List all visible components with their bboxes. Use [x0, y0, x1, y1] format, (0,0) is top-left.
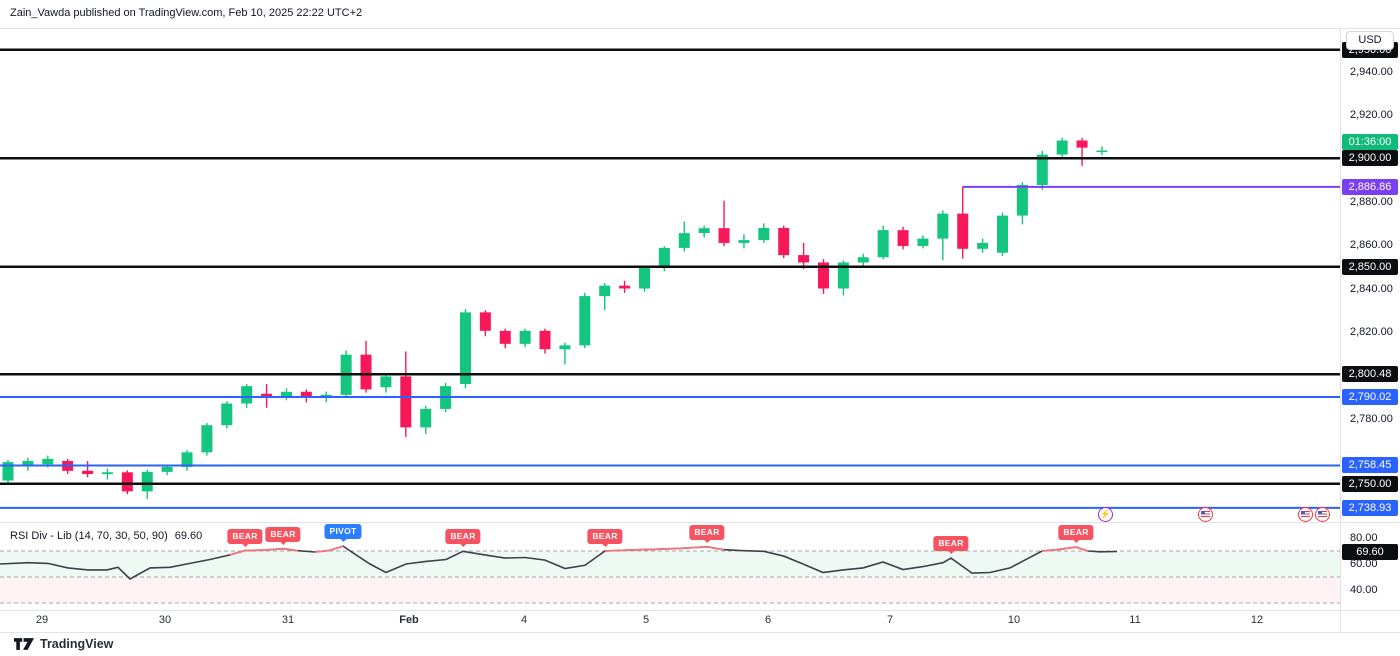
candle-body [141, 471, 153, 492]
pane-resize-handle[interactable] [0, 518, 1340, 526]
indicator-name: RSI Div - Lib (14, 70, 30, 50, 90) [10, 530, 168, 542]
rsi-divergence-segment [1041, 546, 1089, 552]
candle-body [658, 247, 670, 268]
candle-body [280, 391, 292, 397]
candle-body [1056, 140, 1068, 155]
candle-body [738, 240, 750, 243]
rsi-divergence-segment [229, 547, 299, 556]
candle-body [957, 213, 969, 249]
us-flag-glyph [1318, 511, 1327, 518]
candle-body [937, 213, 949, 239]
brand-name[interactable]: TradingView [40, 637, 114, 651]
indicator-value: 69.60 [174, 530, 203, 542]
candle-body [121, 472, 133, 492]
candle-body [599, 285, 611, 297]
rsi-upper-band [0, 551, 1340, 577]
candle-body [579, 296, 591, 346]
rsi-lower-band [0, 577, 1340, 603]
candle-body [42, 458, 54, 465]
candle-body [798, 255, 810, 263]
candle-body [101, 472, 113, 475]
candle-body [201, 425, 213, 453]
candle-body [698, 228, 710, 234]
us-flag-icon[interactable] [1198, 507, 1213, 522]
us-flag-icon[interactable] [1315, 507, 1330, 522]
us-flag-glyph [1301, 511, 1310, 518]
currency-button[interactable]: USD [1346, 31, 1394, 50]
candle-body [221, 403, 233, 426]
candle-body [977, 242, 989, 249]
candle-body [877, 230, 889, 258]
candle-body [1096, 150, 1108, 153]
candle-body [241, 386, 253, 404]
candle-body [400, 376, 412, 428]
candle-body [539, 330, 551, 350]
candle-body [300, 391, 312, 398]
candle-body [778, 227, 790, 256]
candle-body [1016, 184, 1028, 216]
rsi-divergence-segment [314, 545, 344, 553]
candle-body [559, 345, 571, 350]
candle-body [479, 312, 491, 331]
candle-body [897, 230, 909, 246]
candle-body [82, 470, 94, 475]
rsi-divergence-segment [604, 545, 725, 552]
footer: TradingView [14, 637, 113, 651]
candle-body [758, 227, 770, 241]
candle-body [718, 228, 730, 243]
tradingview-logo-icon[interactable] [14, 638, 34, 650]
candle-body [997, 215, 1008, 253]
candle-body [360, 354, 372, 390]
candle-body [459, 312, 471, 384]
lightning-icon[interactable]: ⚡ [1098, 507, 1113, 522]
us-flag-glyph [1201, 511, 1210, 518]
candle-body [499, 330, 511, 344]
rsi-line [0, 545, 1118, 580]
candle-body [519, 330, 531, 344]
indicator-title[interactable]: RSI Div - Lib (14, 70, 30, 50, 90) 69.60 [10, 530, 202, 542]
candle-body [1036, 154, 1048, 185]
candle-body [380, 376, 392, 388]
candle-body [837, 262, 849, 289]
candle-body [619, 285, 631, 289]
candle-body [420, 408, 432, 428]
candle-body [22, 461, 34, 467]
publish-byline: Zain_Vawda published on TradingView.com,… [10, 7, 363, 19]
us-flag-icon[interactable] [1298, 507, 1313, 522]
candle-body [181, 452, 193, 467]
candle-body [678, 233, 690, 248]
candle-body [2, 462, 14, 481]
candle-body [638, 267, 650, 289]
candle-body [857, 257, 869, 263]
candle-body [917, 238, 929, 246]
candle-body [261, 393, 273, 397]
candle-body [817, 262, 829, 289]
candle-body [161, 466, 173, 472]
candle-body [1076, 140, 1088, 148]
